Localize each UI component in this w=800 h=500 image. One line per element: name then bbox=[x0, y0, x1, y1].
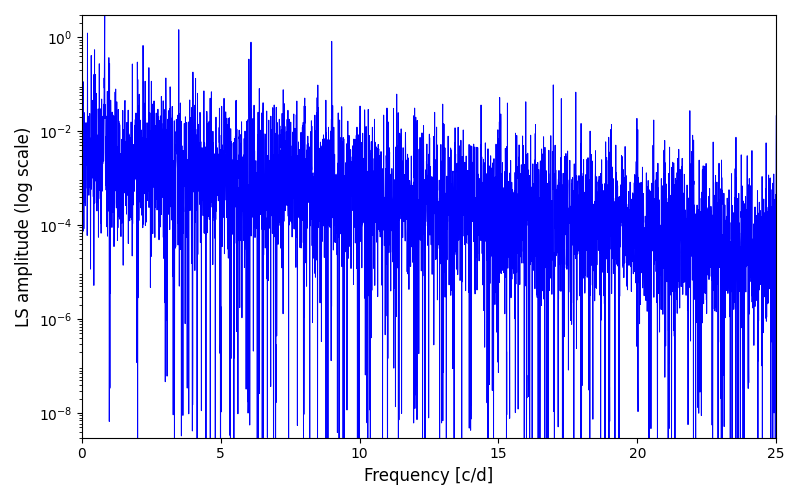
X-axis label: Frequency [c/d]: Frequency [c/d] bbox=[364, 467, 494, 485]
Y-axis label: LS amplitude (log scale): LS amplitude (log scale) bbox=[15, 126, 33, 326]
